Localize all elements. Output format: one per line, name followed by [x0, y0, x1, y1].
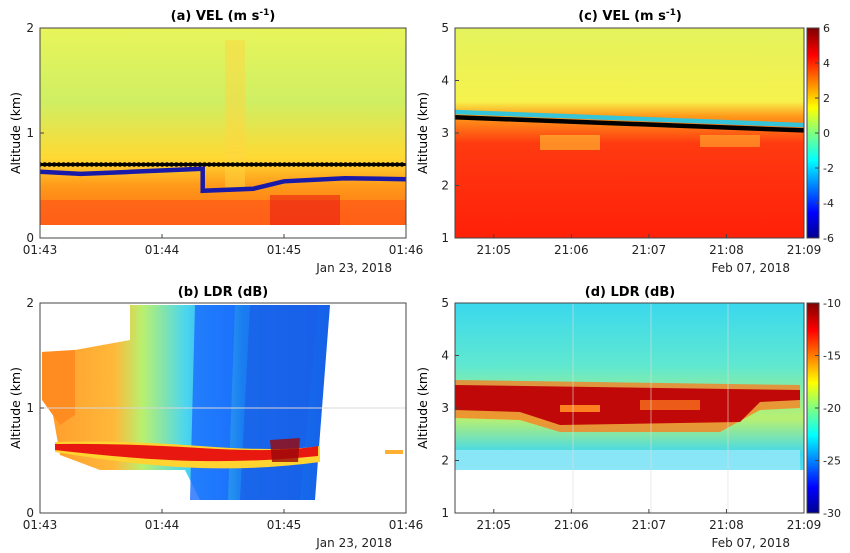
ytick-label-b: 1 — [26, 401, 34, 415]
panel-a — [39, 27, 407, 239]
ytick-label-d: 1 — [441, 506, 449, 520]
colorbar-label-d: -25 — [823, 455, 841, 468]
xtick-label-b: 01:44 — [145, 518, 180, 532]
series-line-c-0 — [455, 109, 804, 128]
date-label-a: Jan 23, 2018 — [315, 261, 392, 275]
xtick-label-c: 21:06 — [554, 243, 589, 257]
xtick-label-b: 01:46 — [389, 518, 424, 532]
ytick-label-a: 2 — [26, 21, 34, 35]
ytick-label-d: 3 — [441, 401, 449, 415]
date-label-c: Feb 07, 2018 — [712, 261, 791, 275]
ylabel-d: Altitude (km) — [415, 367, 430, 449]
xtick-label-a: 01:45 — [267, 243, 302, 257]
ytick-label-c: 3 — [441, 126, 449, 140]
colorbar-label-c: 0 — [823, 127, 830, 140]
ytick-label-c: 1 — [441, 231, 449, 245]
ytick-label-c: 4 — [441, 74, 449, 88]
colorbar-label-c: -2 — [823, 162, 834, 175]
xtick-label-d: 21:08 — [709, 518, 744, 532]
colorbar-label-d: -30 — [823, 507, 841, 520]
colorbar-label-c: 4 — [823, 57, 830, 70]
panel-b — [39, 302, 407, 514]
ytick-label-a: 0 — [26, 231, 34, 245]
ytick-label-c: 2 — [441, 179, 449, 193]
xtick-label-c: 21:07 — [632, 243, 667, 257]
colorbar-label-c: 6 — [823, 22, 830, 35]
series-line-c-1 — [455, 115, 804, 133]
date-label-d: Feb 07, 2018 — [712, 536, 791, 550]
ytick-label-a: 1 — [26, 126, 34, 140]
series-line-a-1 — [40, 166, 406, 194]
ylabel-b: Altitude (km) — [8, 367, 23, 449]
xtick-label-c: 21:09 — [787, 243, 822, 257]
colorbar-label-d: -10 — [823, 297, 841, 310]
ylabel-c: Altitude (km) — [415, 92, 430, 174]
colorbar-label-c: 2 — [823, 92, 830, 105]
ytick-label-d: 5 — [441, 296, 449, 310]
xtick-label-d: 21:05 — [476, 518, 511, 532]
ytick-label-c: 5 — [441, 21, 449, 35]
xtick-label-a: 01:46 — [389, 243, 424, 257]
title-d: (d) LDR (dB) — [585, 285, 675, 300]
ytick-label-d: 2 — [441, 454, 449, 468]
xtick-label-d: 21:07 — [632, 518, 667, 532]
xtick-label-b: 01:45 — [267, 518, 302, 532]
title-b: (b) LDR (dB) — [178, 285, 268, 300]
ytick-label-b: 0 — [26, 506, 34, 520]
plot-area-c — [455, 28, 804, 238]
colorbar-label-c: -6 — [823, 232, 834, 245]
panel-c: 6 4 2 0 -2 -4 -6 — [454, 22, 834, 245]
title-a: (a) VEL (m s-1) — [171, 8, 276, 24]
xtick-label-c: 21:08 — [709, 243, 744, 257]
colorbar-label-d: -15 — [823, 350, 841, 363]
xtick-label-c: 21:05 — [476, 243, 511, 257]
ylabel-a: Altitude (km) — [8, 92, 23, 174]
colorbar-label-d: -20 — [823, 402, 841, 415]
date-label-b: Jan 23, 2018 — [315, 536, 392, 550]
xtick-label-d: 21:09 — [787, 518, 822, 532]
xtick-label-b: 01:43 — [23, 518, 58, 532]
colorbar-label-c: -4 — [823, 197, 834, 210]
title-c: (c) VEL (m s-1) — [578, 8, 682, 24]
xtick-label-a: 01:44 — [145, 243, 180, 257]
ytick-label-b: 2 — [26, 296, 34, 310]
ytick-label-d: 4 — [441, 349, 449, 363]
panel-d: -10 -15 -20 -25 -30 — [454, 297, 841, 520]
xtick-label-d: 21:06 — [554, 518, 589, 532]
xtick-label-a: 01:43 — [23, 243, 58, 257]
